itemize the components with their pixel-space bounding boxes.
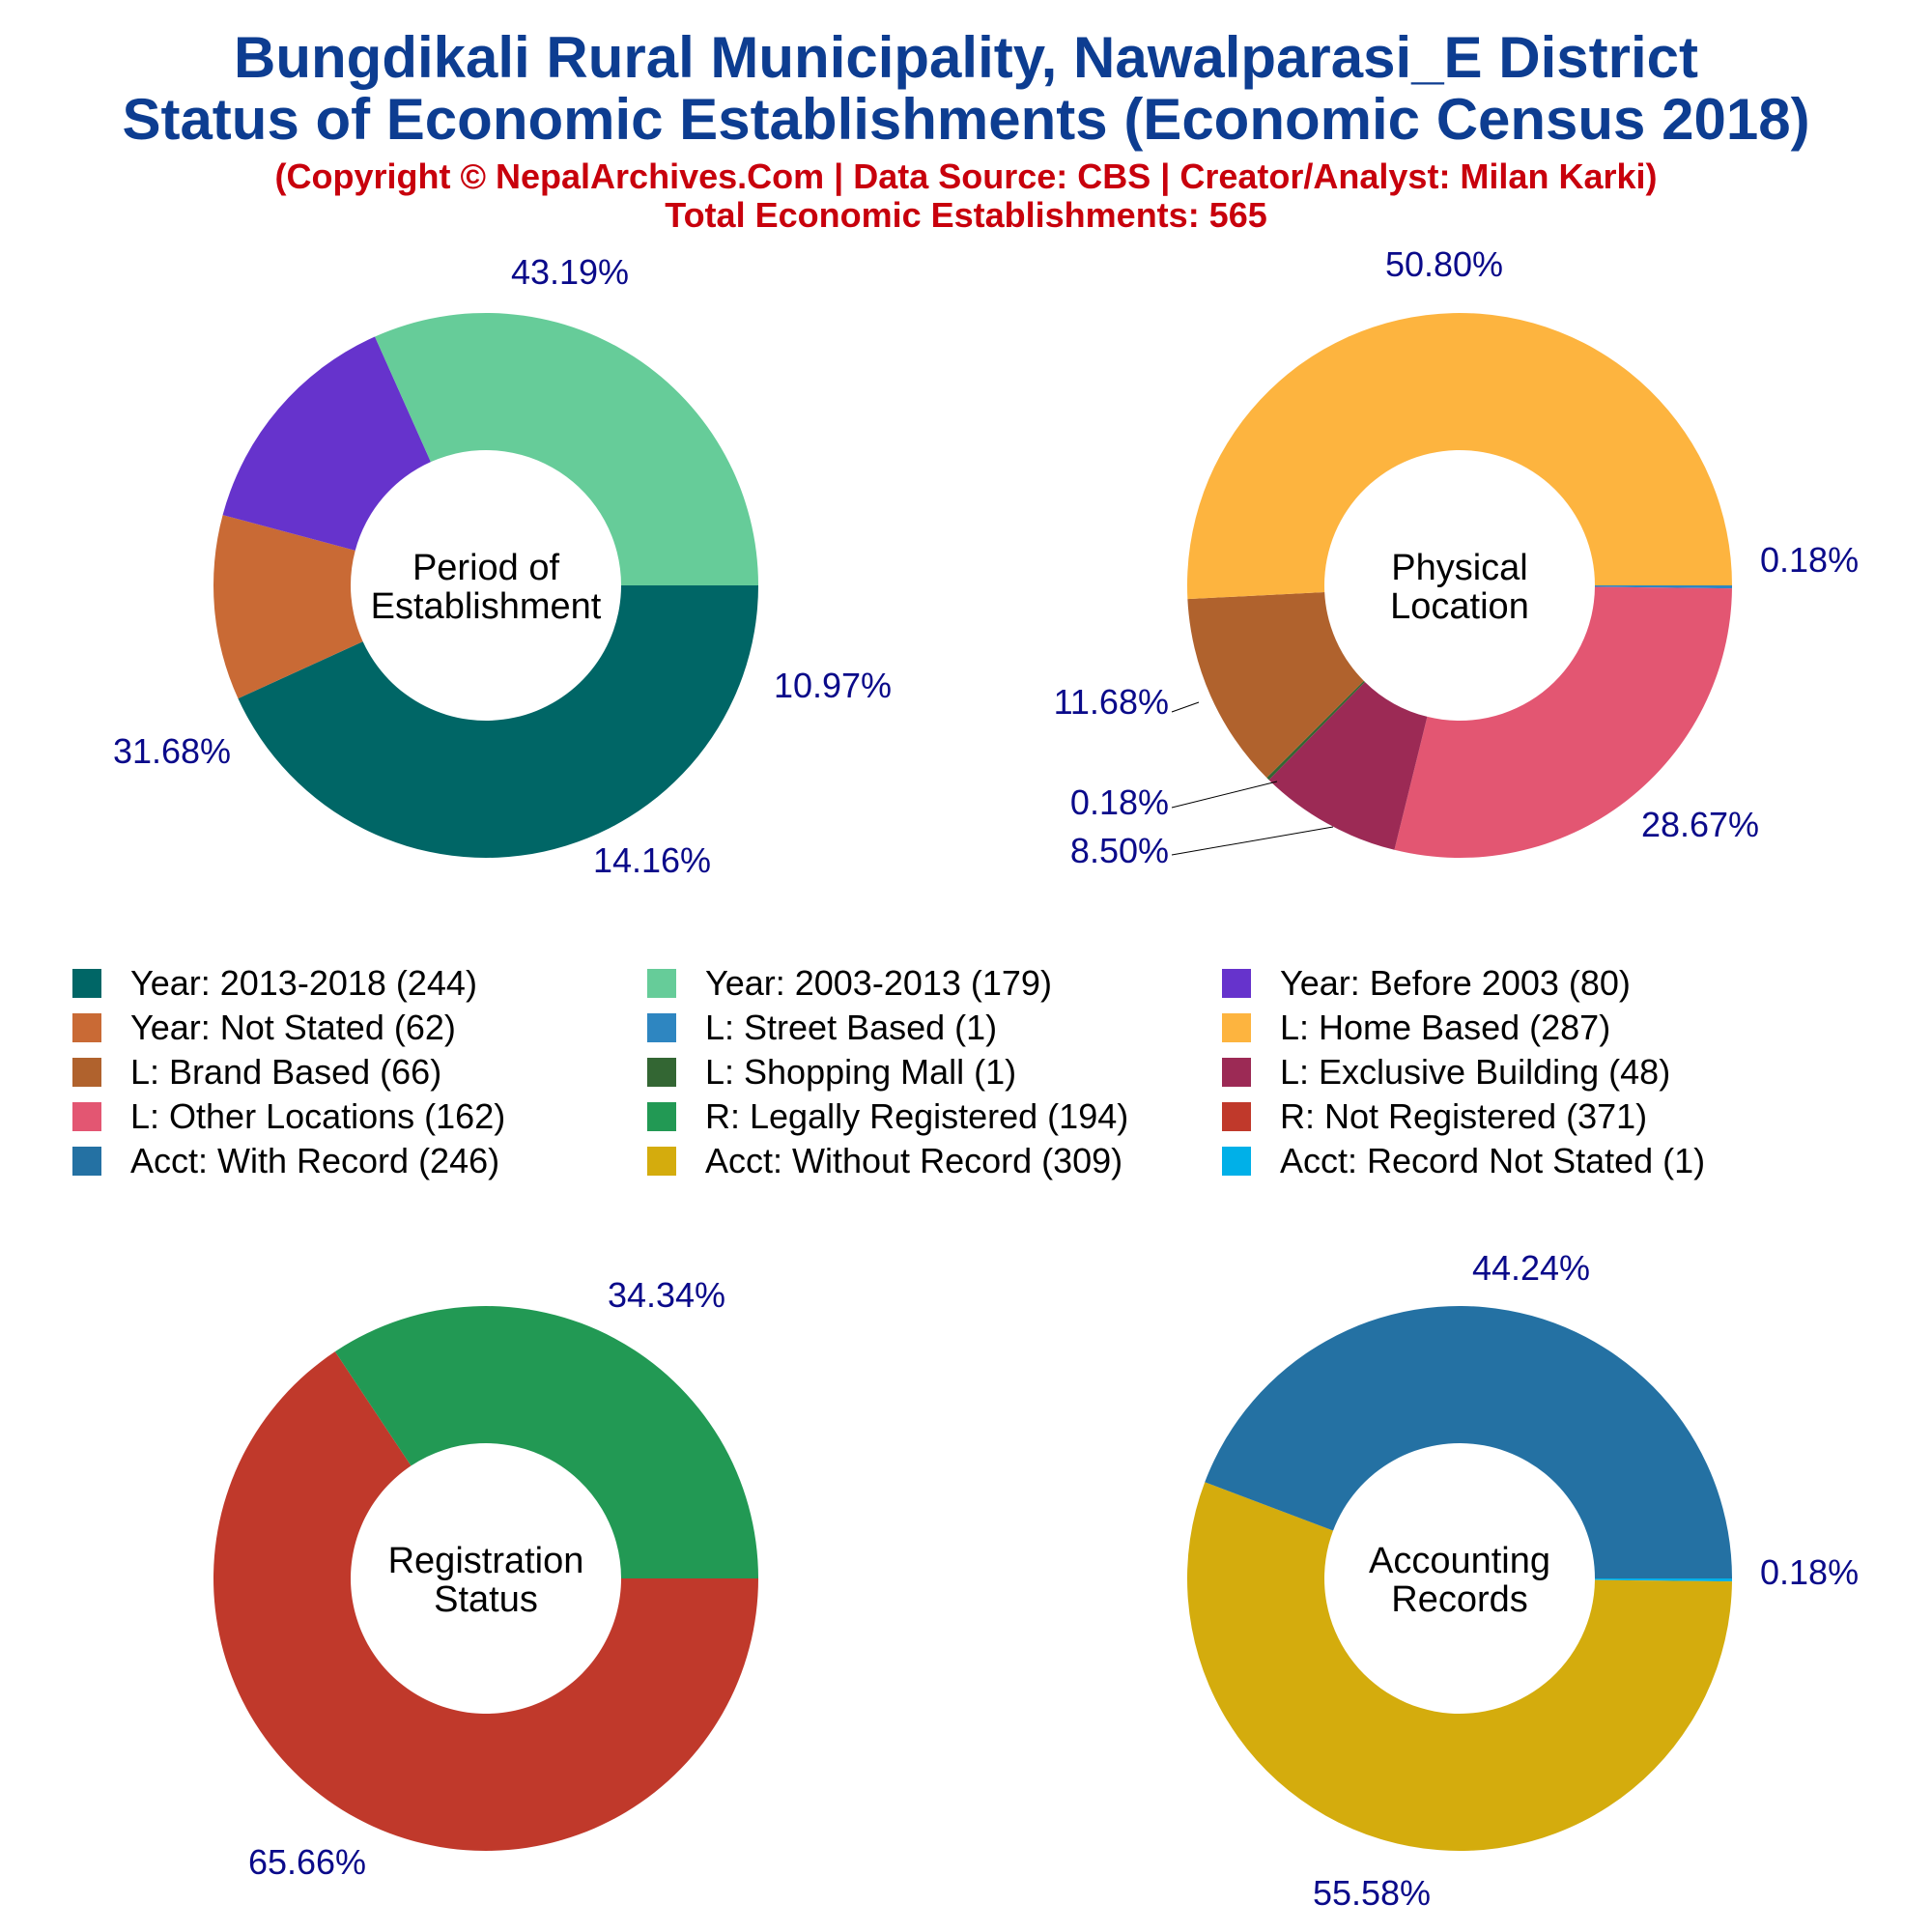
legend-swatch xyxy=(72,969,101,998)
slice-r-not-registered xyxy=(213,1351,759,1851)
legend-swatch xyxy=(72,1058,101,1087)
legend-label: Year: 2003-2013 (179) xyxy=(705,963,1052,1003)
legend-label: Year: Before 2003 (80) xyxy=(1280,963,1631,1003)
slice-acct-without-record xyxy=(1187,1482,1732,1852)
data-label: 0.18% xyxy=(1760,540,1859,580)
data-label: 0.18% xyxy=(1070,782,1169,822)
legend-swatch xyxy=(1222,969,1251,998)
legend-label: Acct: Record Not Stated (1) xyxy=(1280,1141,1706,1180)
legend-label: L: Shopping Mall (1) xyxy=(705,1052,1017,1092)
slice-r-legally-registered xyxy=(334,1305,758,1578)
center-label: Registration xyxy=(388,1541,584,1581)
data-label: 11.68% xyxy=(1054,682,1169,722)
legend-item: Year: Not Stated (62) xyxy=(72,1006,456,1050)
legend-item: Year: Before 2003 (80) xyxy=(1222,961,1631,1006)
legend-swatch xyxy=(647,1102,676,1131)
data-label: 31.68% xyxy=(113,731,231,771)
center-label: Accounting xyxy=(1369,1541,1550,1581)
legend-item: L: Street Based (1) xyxy=(647,1006,997,1050)
center-label: Records xyxy=(1391,1579,1528,1620)
center-label: Establishment xyxy=(371,586,602,627)
data-label: 28.67% xyxy=(1641,805,1759,844)
data-label: 34.34% xyxy=(608,1275,725,1315)
legend-swatch xyxy=(72,1102,101,1131)
legend-label: L: Exclusive Building (48) xyxy=(1280,1052,1671,1092)
data-label: 65.66% xyxy=(248,1842,366,1882)
legend-item: L: Home Based (287) xyxy=(1222,1006,1610,1050)
legend-label: R: Not Registered (371) xyxy=(1280,1096,1648,1136)
slice-l-home-based xyxy=(1187,312,1732,600)
slice-acct-record-not-stated xyxy=(1594,1578,1732,1582)
data-label: 8.50% xyxy=(1070,831,1169,870)
slice-year-2003-2013 xyxy=(375,313,758,585)
legend-label: Acct: Without Record (309) xyxy=(705,1141,1123,1180)
data-label: 14.16% xyxy=(593,840,711,880)
center-label: Physical xyxy=(1391,548,1528,588)
chart-title-line2: Status of Economic Establishments (Econo… xyxy=(122,87,1810,152)
donut-chart-1: 43.19% 10.97% 14.16% 31.68% Period ofEstabli… xyxy=(113,252,892,880)
legend-swatch xyxy=(1222,1013,1251,1042)
legend-item: L: Exclusive Building (48) xyxy=(1222,1050,1670,1094)
donut-chart-2: 0.18% 28.67% 8.50% 0.18% 11.68% 50.80% Physica… xyxy=(1054,244,1860,870)
slice-year-not-stated xyxy=(213,515,363,699)
legend-label: L: Home Based (287) xyxy=(1280,1008,1611,1047)
legend-item: Acct: Record Not Stated (1) xyxy=(1222,1139,1705,1183)
legend-swatch xyxy=(1222,1147,1251,1176)
legend-swatch xyxy=(647,1058,676,1087)
leader-line xyxy=(1171,701,1200,713)
legend-label: R: Legally Registered (194) xyxy=(705,1096,1129,1136)
slice-l-exclusive-building xyxy=(1268,681,1428,850)
leader-line xyxy=(1171,826,1334,856)
total-establishments: Total Economic Establishments: 565 xyxy=(665,195,1267,235)
data-label: 43.19% xyxy=(511,252,629,292)
legend-item: L: Other Locations (162) xyxy=(72,1094,505,1139)
data-label: 0.18% xyxy=(1760,1552,1859,1592)
legend-item: R: Not Registered (371) xyxy=(1222,1094,1647,1139)
legend-item: Year: 2013-2018 (244) xyxy=(72,961,477,1006)
data-label: 44.24% xyxy=(1472,1248,1590,1288)
center-label: Period of xyxy=(412,548,560,588)
center-label: Location xyxy=(1390,586,1529,627)
legend-item: R: Legally Registered (194) xyxy=(647,1094,1128,1139)
slice-l-shopping-mall xyxy=(1266,680,1365,781)
legend-label: L: Other Locations (162) xyxy=(130,1096,506,1136)
slice-acct-with-record xyxy=(1205,1306,1732,1578)
center-label: Status xyxy=(434,1579,538,1620)
copyright-note: (Copyright © NepalArchives.Com | Data So… xyxy=(274,156,1658,196)
legend-swatch xyxy=(647,969,676,998)
legend-label: L: Brand Based (66) xyxy=(130,1052,442,1092)
slice-year-before-2003 xyxy=(222,336,431,551)
legend-item: Acct: With Record (246) xyxy=(72,1139,499,1183)
slice-l-brand-based xyxy=(1187,592,1364,779)
legend-label: Year: Not Stated (62) xyxy=(130,1008,456,1047)
leader-line xyxy=(1171,781,1278,809)
legend-label: L: Street Based (1) xyxy=(705,1008,998,1047)
legend-item: L: Brand Based (66) xyxy=(72,1050,441,1094)
legend-item: Acct: Without Record (309) xyxy=(647,1139,1122,1183)
legend-label: Acct: With Record (246) xyxy=(130,1141,500,1180)
slice-l-other-locations xyxy=(1394,586,1732,858)
slice-year-2013-2018 xyxy=(238,585,759,858)
data-label: 55.58% xyxy=(1313,1873,1431,1913)
data-label: 50.80% xyxy=(1385,244,1503,284)
legend-swatch xyxy=(647,1013,676,1042)
chart-title-line1: Bungdikali Rural Municipality, Nawalpara… xyxy=(234,25,1698,90)
data-label: 10.97% xyxy=(774,666,892,705)
legend-swatch xyxy=(647,1147,676,1176)
legend-item: L: Shopping Mall (1) xyxy=(647,1050,1016,1094)
legend-swatch xyxy=(1222,1058,1251,1087)
legend-swatch xyxy=(1222,1102,1251,1131)
legend-swatch xyxy=(72,1013,101,1042)
legend-label: Year: 2013-2018 (244) xyxy=(130,963,477,1003)
legend-item: Year: 2003-2013 (179) xyxy=(647,961,1052,1006)
legend-swatch xyxy=(72,1147,101,1176)
slice-l-street-based xyxy=(1594,585,1732,589)
